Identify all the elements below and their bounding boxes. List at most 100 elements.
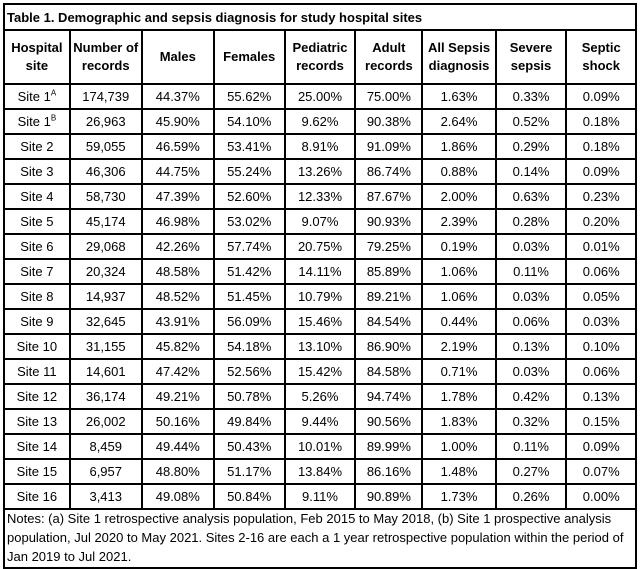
cell-adult-records: 90.38%	[354, 108, 424, 135]
table-row: Site 12 36,174 49.21% 50.78% 5.26% 94.74% 1.78…	[3, 383, 637, 410]
cell-all-sepsis-diagnosis: 1.06%	[421, 258, 497, 285]
cell-adult-records: 90.89%	[354, 483, 424, 510]
cell-severe-sepsis: 0.28%	[494, 208, 568, 235]
table-title-row: Table 1. Demographic and sepsis diagnosi…	[3, 3, 637, 31]
col-header-pediatric-records: Pediatric records	[283, 29, 357, 85]
site-label: Site 8	[3, 283, 71, 310]
cell-pediatric-records: 5.26%	[283, 383, 357, 410]
cell-males: 49.44%	[140, 433, 215, 460]
cell-pediatric-records: 8.91%	[283, 133, 357, 160]
cell-males: 48.80%	[140, 458, 215, 485]
cell-pediatric-records: 10.79%	[283, 283, 357, 310]
cell-females: 52.56%	[212, 358, 286, 385]
cell-males: 49.08%	[140, 483, 215, 510]
cell-septic-shock: 0.03%	[565, 308, 637, 335]
cell-number-of-records: 29,068	[68, 233, 143, 260]
cell-females: 57.74%	[212, 233, 286, 260]
cell-all-sepsis-diagnosis: 1.63%	[421, 83, 497, 110]
cell-pediatric-records: 9.11%	[283, 483, 357, 510]
site-label: Site 10	[3, 333, 71, 360]
cell-number-of-records: 8,459	[68, 433, 143, 460]
cell-pediatric-records: 10.01%	[283, 433, 357, 460]
cell-severe-sepsis: 0.03%	[494, 233, 568, 260]
cell-number-of-records: 6,957	[68, 458, 143, 485]
cell-septic-shock: 0.06%	[565, 258, 637, 285]
cell-females: 50.78%	[212, 383, 286, 410]
cell-adult-records: 84.58%	[354, 358, 424, 385]
cell-females: 54.10%	[212, 108, 286, 135]
table-row: Site 15 6,957 48.80% 51.17% 13.84% 86.16% 1.48…	[3, 458, 637, 485]
cell-females: 55.24%	[212, 158, 286, 185]
site-label: Site 12	[3, 383, 71, 410]
cell-severe-sepsis: 0.42%	[494, 383, 568, 410]
site-label: Site 15	[3, 458, 71, 485]
table-row: Site 6 29,068 42.26% 57.74% 20.75% 79.25% 0.19…	[3, 233, 637, 260]
cell-adult-records: 90.93%	[354, 208, 424, 235]
col-header-septic-shock: Septic shock	[565, 29, 637, 85]
site-label: Site 13	[3, 408, 71, 435]
cell-adult-records: 94.74%	[354, 383, 424, 410]
cell-adult-records: 89.99%	[354, 433, 424, 460]
cell-females: 53.41%	[212, 133, 286, 160]
table-row: Site 4 58,730 47.39% 52.60% 12.33% 87.67% 2.00…	[3, 183, 637, 210]
site-label: Site 3	[3, 158, 71, 185]
table-row: Site 13 26,002 50.16% 49.84% 9.44% 90.56% 1.83…	[3, 408, 637, 435]
cell-severe-sepsis: 0.26%	[494, 483, 568, 510]
col-header-all-sepsis-diagnosis: All Sepsis diagnosis	[421, 29, 497, 85]
cell-pediatric-records: 20.75%	[283, 233, 357, 260]
cell-females: 49.84%	[212, 408, 286, 435]
cell-septic-shock: 0.13%	[565, 383, 637, 410]
cell-females: 51.17%	[212, 458, 286, 485]
cell-adult-records: 89.21%	[354, 283, 424, 310]
cell-number-of-records: 36,174	[68, 383, 143, 410]
cell-females: 51.42%	[212, 258, 286, 285]
cell-severe-sepsis: 0.14%	[494, 158, 568, 185]
cell-all-sepsis-diagnosis: 1.83%	[421, 408, 497, 435]
cell-adult-records: 90.56%	[354, 408, 424, 435]
cell-all-sepsis-diagnosis: 2.19%	[421, 333, 497, 360]
cell-number-of-records: 14,601	[68, 358, 143, 385]
cell-all-sepsis-diagnosis: 1.06%	[421, 283, 497, 310]
demographics-sepsis-table: Table 1. Demographic and sepsis diagnosi…	[3, 3, 637, 569]
cell-all-sepsis-diagnosis: 0.71%	[421, 358, 497, 385]
cell-females: 55.62%	[212, 83, 286, 110]
cell-number-of-records: 59,055	[68, 133, 143, 160]
cell-adult-records: 86.90%	[354, 333, 424, 360]
cell-females: 51.45%	[212, 283, 286, 310]
table-row: Site 2 59,055 46.59% 53.41% 8.91% 91.09% 1.86%…	[3, 133, 637, 160]
cell-number-of-records: 58,730	[68, 183, 143, 210]
cell-males: 44.75%	[140, 158, 215, 185]
cell-pediatric-records: 13.10%	[283, 333, 357, 360]
table-row: Site 16 3,413 49.08% 50.84% 9.11% 90.89% 1.73%…	[3, 483, 637, 510]
cell-pediatric-records: 9.07%	[283, 208, 357, 235]
cell-septic-shock: 0.10%	[565, 333, 637, 360]
site-label: Site 16	[3, 483, 71, 510]
table-row: Site 10 31,155 45.82% 54.18% 13.10% 86.90% 2.1…	[3, 333, 637, 360]
cell-severe-sepsis: 0.63%	[494, 183, 568, 210]
cell-females: 56.09%	[212, 308, 286, 335]
cell-number-of-records: 32,645	[68, 308, 143, 335]
table-title: Table 1. Demographic and sepsis diagnosi…	[3, 3, 637, 31]
cell-all-sepsis-diagnosis: 0.19%	[421, 233, 497, 260]
site-superscript: A	[50, 88, 57, 98]
cell-septic-shock: 0.18%	[565, 133, 637, 160]
cell-adult-records: 91.09%	[354, 133, 424, 160]
cell-severe-sepsis: 0.33%	[494, 83, 568, 110]
cell-septic-shock: 0.05%	[565, 283, 637, 310]
cell-all-sepsis-diagnosis: 1.00%	[421, 433, 497, 460]
col-header-number-of-records: Number of records	[68, 29, 143, 85]
site-label: Site 2	[3, 133, 71, 160]
table-row: Site 14 8,459 49.44% 50.43% 10.01% 89.99% 1.00…	[3, 433, 637, 460]
col-header-males: Males	[140, 29, 215, 85]
cell-adult-records: 79.25%	[354, 233, 424, 260]
table-row: Site 8 14,937 48.52% 51.45% 10.79% 89.21% 1.06…	[3, 283, 637, 310]
cell-septic-shock: 0.20%	[565, 208, 637, 235]
cell-all-sepsis-diagnosis: 2.39%	[421, 208, 497, 235]
cell-adult-records: 86.74%	[354, 158, 424, 185]
cell-all-sepsis-diagnosis: 0.88%	[421, 158, 497, 185]
col-header-severe-sepsis: Severe sepsis	[494, 29, 568, 85]
cell-males: 49.21%	[140, 383, 215, 410]
cell-adult-records: 84.54%	[354, 308, 424, 335]
cell-severe-sepsis: 0.29%	[494, 133, 568, 160]
